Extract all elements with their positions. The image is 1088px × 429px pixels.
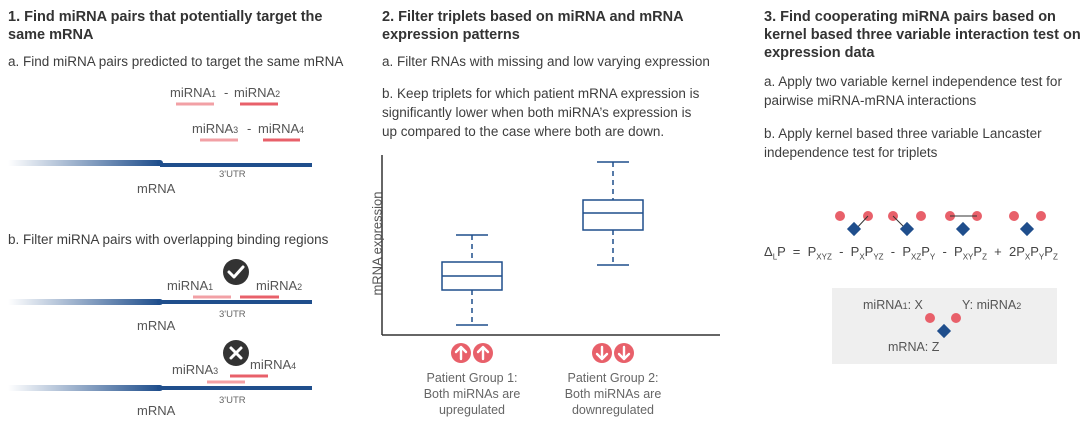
- panel3-heading-line3: expression data: [764, 45, 875, 61]
- label-mirna3-b2: miRNA3: [172, 362, 219, 377]
- triplet-glyph-xyz: [1009, 211, 1046, 237]
- label-mrna-a: mRNA: [137, 181, 176, 196]
- panel3-heading-line2: kernel based three variable interaction …: [764, 27, 1081, 43]
- triplet-glyph-xy: [945, 211, 982, 237]
- mrna-strand-b2: [8, 385, 312, 391]
- triplet-glyph-xz: [835, 211, 873, 237]
- panel2-step-b-line2: significantly lower when both miRNA’s ex…: [382, 105, 692, 120]
- variable-legend-box: miRNA1: X Y: miRNA2 mRNA: Z: [832, 288, 1057, 364]
- label-mrna-b1: mRNA: [137, 318, 176, 333]
- panel2-step-a: a. Filter RNAs with missing and low vary…: [382, 54, 710, 69]
- boxplot-group2: [582, 161, 644, 266]
- lancaster-equation: ΔLP = PXYZ - PXPYZ - PXZPY - PXYPZ + 2PX…: [764, 244, 1058, 262]
- boxplot-axes: [381, 155, 720, 336]
- check-circle-icon: [223, 259, 249, 285]
- boxplot-group1: [441, 234, 503, 326]
- panel2-step-b-line1: b. Keep triplets for which patient mRNA …: [382, 86, 700, 101]
- triplet-glyph-yz: [888, 211, 926, 237]
- label-utr-a: 3'UTR: [219, 169, 246, 180]
- label-mirna1-b1: miRNA1: [167, 278, 214, 293]
- label-dash-a1: -: [224, 85, 229, 100]
- label-utr-b2: 3'UTR: [219, 395, 246, 406]
- label-mirna1-a: miRNA1: [170, 85, 217, 100]
- panel1-step-a: a. Find miRNA pairs predicted to target …: [8, 54, 344, 69]
- panel3-heading-line1: 3. Find cooperating miRNA pairs based on: [764, 9, 1056, 25]
- panel1-heading-line1: 1. Find miRNA pairs that potentially tar…: [8, 9, 323, 25]
- mrna-strand-a: [8, 160, 312, 167]
- group2-caption: Patient Group 2: Both miRNAs are downreg…: [564, 371, 662, 417]
- panel1-step-b: b. Filter miRNA pairs with overlapping b…: [8, 232, 329, 247]
- panel3-step-b-line2: independence test for triplets: [764, 145, 938, 160]
- label-dash-a2: -: [247, 121, 252, 136]
- label-mirna2-a: miRNA2: [234, 85, 281, 100]
- panel2-step-b-line3: up compared to the case where both are d…: [382, 124, 665, 139]
- panel2-heading-line1: 2. Filter triplets based on miRNA and mR…: [382, 9, 684, 25]
- arrow-up-circle-icon: [451, 343, 493, 363]
- panel3-step-a-line2: pairwise miRNA-mRNA interactions: [764, 93, 977, 108]
- panel1-heading-line2: same mRNA: [8, 27, 94, 43]
- label-mirna3-a: miRNA3: [192, 121, 239, 136]
- group1-caption: Patient Group 1: Both miRNAs are upregul…: [423, 371, 521, 417]
- label-mirna4-a: miRNA4: [258, 121, 305, 136]
- legend-mirna1-x: miRNA1: X: [863, 298, 923, 312]
- panel3-step-b-line1: b. Apply kernel based three variable Lan…: [764, 126, 1042, 141]
- panel2-heading-line2: expression patterns: [382, 27, 520, 43]
- mrna-strand-b1: [8, 299, 312, 305]
- label-mirna4-b2: miRNA4: [250, 357, 297, 372]
- legend-y-mirna2: Y: miRNA2: [962, 298, 1022, 312]
- label-utr-b1: 3'UTR: [219, 309, 246, 320]
- legend-mrna-z: mRNA: Z: [888, 340, 940, 354]
- panel3-step-a-line1: a. Apply two variable kernel independenc…: [764, 74, 1062, 89]
- label-mrna-b2: mRNA: [137, 403, 176, 418]
- arrow-down-circle-icon: [592, 343, 634, 363]
- cross-circle-icon: [223, 340, 249, 366]
- y-axis-label: mRNA expression: [369, 191, 385, 296]
- label-mirna2-b1: miRNA2: [256, 278, 303, 293]
- legend-glyph: [925, 313, 961, 339]
